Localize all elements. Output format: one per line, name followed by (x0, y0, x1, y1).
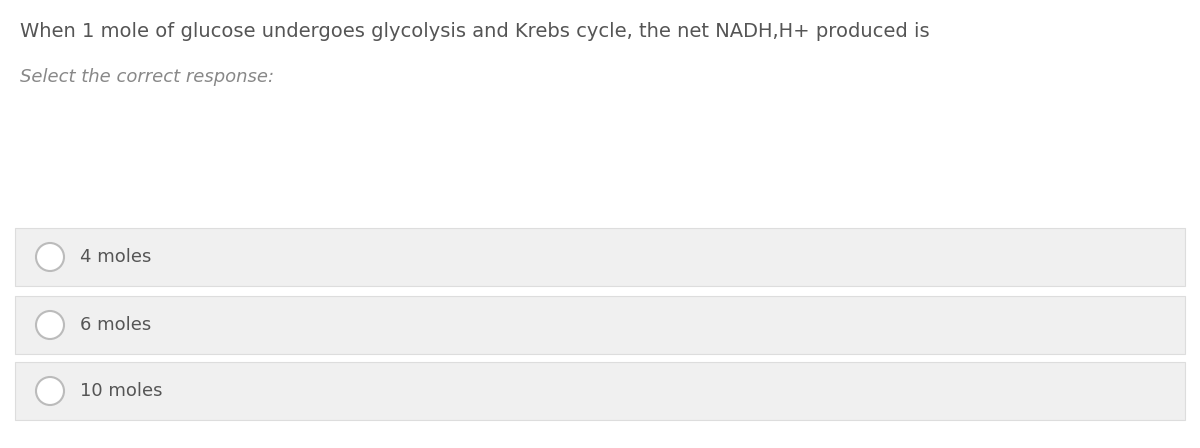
Circle shape (36, 377, 64, 405)
Bar (14, 228, 1186, 286)
Bar (14, 362, 1186, 420)
Circle shape (36, 311, 64, 339)
Text: Select the correct response:: Select the correct response: (20, 68, 274, 86)
Circle shape (36, 243, 64, 271)
Text: 6 moles: 6 moles (80, 316, 151, 334)
Text: When 1 mole of glucose undergoes glycolysis and Krebs cycle, the net NADH,H+ pro: When 1 mole of glucose undergoes glycoly… (20, 22, 930, 41)
Text: 10 moles: 10 moles (80, 382, 162, 400)
Bar (14, 296, 1186, 354)
Text: 4 moles: 4 moles (80, 248, 151, 266)
